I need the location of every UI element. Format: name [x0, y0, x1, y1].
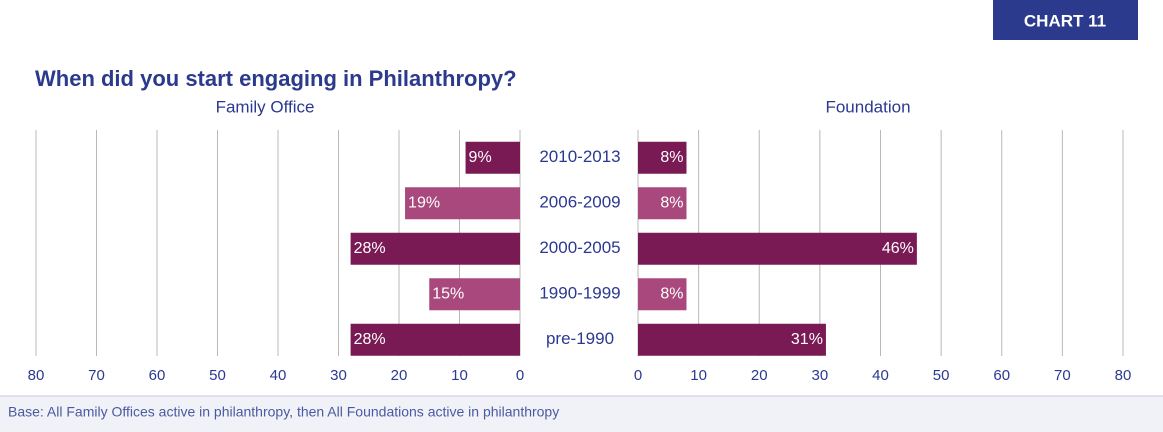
x-tick-label: 40 — [270, 367, 287, 384]
value-label: 15% — [432, 285, 464, 302]
footnote: Base: All Family Offices active in phila… — [8, 404, 559, 420]
value-label: 19% — [408, 194, 440, 211]
series-name: Foundation — [825, 97, 910, 116]
x-tick-label: 0 — [634, 367, 642, 384]
x-tick-label: 60 — [993, 367, 1010, 384]
bar — [638, 232, 917, 265]
value-label: 8% — [660, 194, 683, 211]
bar — [465, 141, 520, 174]
category-label: 2010-2013 — [539, 147, 620, 166]
bar — [350, 323, 520, 356]
category-label: 2000-2005 — [539, 238, 620, 257]
series-name: Family Office — [216, 97, 315, 116]
category-label: 1990-1999 — [539, 284, 620, 303]
x-tick-label: 20 — [391, 367, 408, 384]
x-tick-label: 50 — [209, 367, 226, 384]
x-tick-label: 70 — [1054, 367, 1071, 384]
x-tick-label: 50 — [933, 367, 950, 384]
x-tick-label: 40 — [872, 367, 889, 384]
bar — [638, 278, 687, 311]
x-tick-label: 80 — [1115, 367, 1132, 384]
x-tick-label: 10 — [690, 367, 707, 384]
value-label: 28% — [354, 331, 386, 348]
footer-band — [0, 396, 1163, 432]
value-label: 8% — [660, 149, 683, 166]
bar — [429, 278, 520, 311]
value-label: 8% — [660, 285, 683, 302]
x-tick-label: 70 — [88, 367, 105, 384]
badge: CHART 11 — [1024, 11, 1106, 30]
x-tick-label: 30 — [330, 367, 347, 384]
bar — [405, 187, 520, 220]
x-tick-label: 0 — [516, 367, 524, 384]
x-tick-label: 10 — [451, 367, 468, 384]
bar — [638, 187, 687, 220]
x-tick-label: 30 — [812, 367, 829, 384]
x-tick-label: 20 — [751, 367, 768, 384]
x-tick-label: 60 — [149, 367, 166, 384]
bar — [350, 232, 520, 265]
chart-title: When did you start engaging in Philanthr… — [35, 66, 517, 91]
value-label: 46% — [882, 240, 914, 257]
value-label: 9% — [469, 149, 492, 166]
bar — [638, 141, 687, 174]
value-label: 31% — [791, 331, 823, 348]
value-label: 28% — [354, 240, 386, 257]
bar — [638, 323, 826, 356]
category-label: 2006-2009 — [539, 193, 620, 212]
category-label: pre-1990 — [546, 329, 614, 348]
x-tick-label: 80 — [28, 367, 45, 384]
badge-box — [993, 0, 1138, 40]
